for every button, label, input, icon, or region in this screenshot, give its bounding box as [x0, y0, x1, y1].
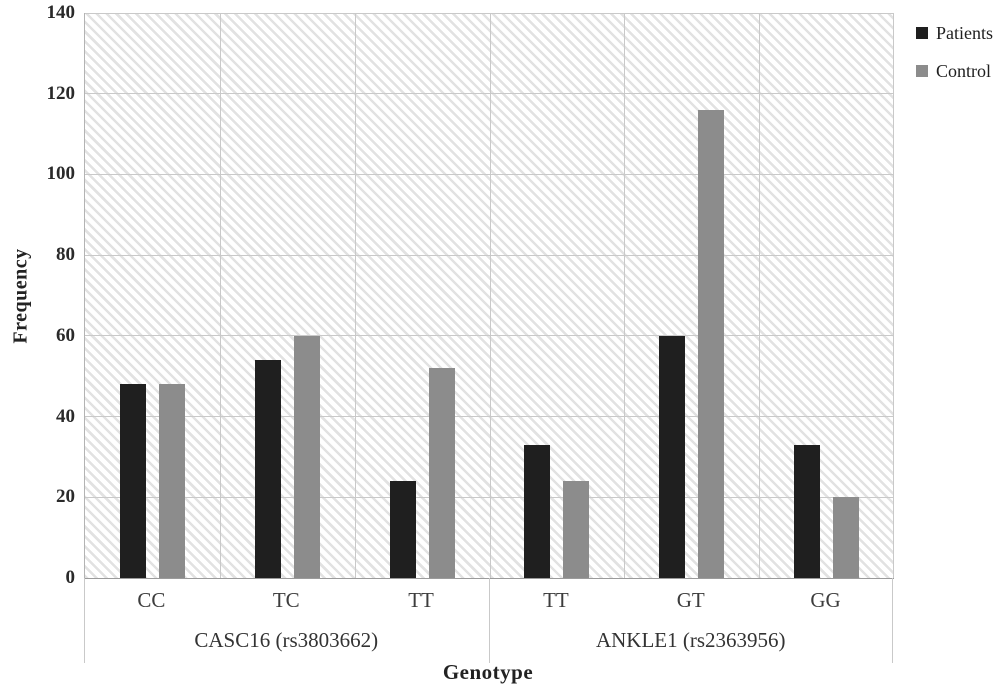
gridline-vertical	[624, 13, 626, 578]
y-tick-label: 0	[65, 567, 76, 588]
group-dividers	[84, 578, 893, 663]
category-label: GT	[676, 588, 705, 612]
group-divider-right	[892, 578, 893, 663]
y-tick-label: 20	[56, 486, 75, 508]
legend-item: Control	[916, 60, 993, 82]
legend: Patients Control	[916, 22, 993, 98]
bar-control-tc	[293, 335, 320, 578]
category-label: TC	[272, 588, 300, 612]
legend-label: Patients	[936, 22, 993, 43]
y-tick-label: 140	[46, 2, 76, 23]
gridline-vertical	[759, 13, 761, 578]
bar-control-gg	[833, 497, 860, 578]
plot-area	[84, 13, 894, 579]
x-axis-title: Genotype	[442, 660, 534, 684]
gridline-vertical	[219, 13, 221, 578]
group-label: CASC16 (rs3803662)	[194, 628, 379, 652]
group-axis: CASC16 (rs3803662) ANKLE1 (rs2363956)	[84, 628, 893, 653]
gridline-vertical	[893, 13, 894, 578]
category-axis: CC TC TT TT GT GG	[84, 588, 893, 613]
y-axis-ticks: 0 20 40 60 80 100 120 140	[0, 0, 76, 690]
y-tick-label: 100	[46, 163, 76, 185]
bar-patients-gg	[794, 444, 821, 578]
bar-control-gt	[698, 109, 725, 578]
bar-patients-tt	[524, 444, 551, 578]
legend-swatch-control	[916, 65, 928, 77]
category-label: CC	[137, 588, 166, 612]
bar-control-cc	[158, 384, 185, 578]
group-divider-left	[84, 578, 85, 663]
bar-patients-tt	[389, 481, 416, 578]
gridline-vertical	[489, 13, 491, 578]
category-label: TT	[408, 588, 434, 612]
category-label: GG	[810, 588, 841, 612]
legend-swatch-patients	[916, 27, 928, 39]
bar-patients-gt	[659, 335, 686, 578]
legend-item: Patients	[916, 22, 993, 44]
y-tick-label: 60	[56, 324, 75, 346]
category-label: TT	[543, 588, 569, 612]
group-divider-middle	[488, 578, 490, 663]
bar-patients-tc	[254, 360, 281, 578]
legend-label: Control	[936, 60, 992, 81]
gridline-vertical	[354, 13, 356, 578]
bar-patients-cc	[119, 384, 146, 578]
bar-control-tt	[563, 481, 590, 578]
y-tick-label: 40	[56, 405, 75, 427]
group-label: ANKLE1 (rs2363956)	[595, 628, 786, 652]
y-tick-label: 80	[56, 244, 75, 266]
y-tick-label: 120	[46, 82, 76, 104]
bar-control-tt	[428, 368, 455, 578]
